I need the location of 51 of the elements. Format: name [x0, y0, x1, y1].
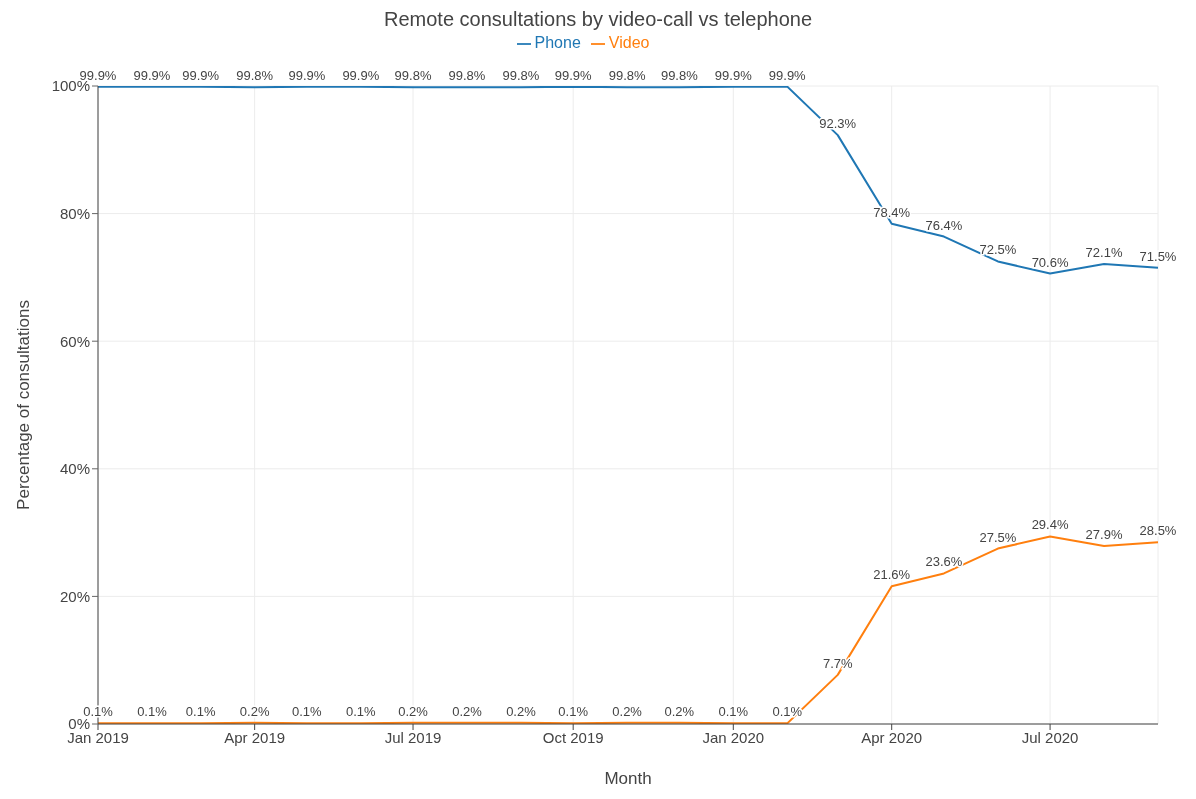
- data-label: 72.1%: [1085, 245, 1123, 260]
- data-label: 27.9%: [1085, 527, 1123, 542]
- data-label: 0.1%: [718, 704, 749, 720]
- data-label: 99.8%: [394, 68, 432, 84]
- data-label: 71.5%: [1139, 248, 1177, 264]
- y-axis-title: Percentage of consultations: [14, 300, 34, 510]
- data-label: 0.2%: [612, 703, 643, 719]
- data-label: 99.9%: [288, 67, 326, 83]
- data-label: 99.9%: [554, 67, 593, 83]
- x-tick-label: Jul 2020: [1021, 728, 1079, 746]
- data-label: 99.8%: [608, 68, 646, 84]
- data-label: 27.5%: [979, 529, 1017, 545]
- data-label: 21.6%: [873, 567, 911, 583]
- data-label: 99.9%: [133, 67, 171, 83]
- data-label: 99.8%: [236, 68, 274, 84]
- data-label: 23.6%: [925, 554, 963, 570]
- data-label: 99.9%: [714, 67, 753, 83]
- data-label: 29.4%: [1031, 517, 1069, 533]
- data-label: 0.1%: [137, 704, 168, 720]
- data-label: 0.2%: [239, 703, 270, 719]
- data-label: 99.9%: [342, 67, 380, 83]
- y-tick-label: 60%: [59, 332, 90, 350]
- data-label: 70.6%: [1031, 254, 1069, 270]
- data-label: 0.2%: [398, 703, 429, 719]
- y-tick-label: 20%: [59, 587, 90, 605]
- data-label: 99.9%: [182, 67, 220, 83]
- x-axis-title: Month: [604, 769, 652, 788]
- legend-label: Video: [608, 34, 650, 51]
- y-tick-label: 40%: [59, 460, 90, 478]
- data-label: 0.1%: [292, 704, 323, 720]
- legend-label: Phone: [534, 34, 581, 51]
- data-label: 99.9%: [768, 67, 807, 83]
- data-label: 0.2%: [452, 703, 483, 719]
- data-label: 0.1%: [185, 704, 216, 720]
- x-tick-label: Apr 2019: [224, 728, 286, 746]
- chart-title: Remote consultations by video-call vs telephone: [383, 8, 813, 32]
- data-label: 99.8%: [502, 68, 540, 84]
- y-tick-label: 80%: [59, 204, 90, 222]
- x-tick-label: Oct 2019: [542, 728, 604, 746]
- x-tick-label: Jul 2019: [384, 728, 442, 746]
- data-label: 72.5%: [979, 242, 1017, 258]
- x-tick-label: Apr 2020: [861, 728, 923, 746]
- data-label: 28.5%: [1139, 523, 1177, 539]
- x-tick-label: Jan 2020: [702, 728, 765, 746]
- data-label: 0.2%: [506, 703, 537, 719]
- data-label: 0.2%: [664, 703, 695, 719]
- data-label: 76.4%: [925, 217, 963, 233]
- data-label: 99.8%: [448, 68, 486, 84]
- data-label: 0.1%: [558, 704, 589, 720]
- data-label: 99.8%: [660, 68, 699, 84]
- data-label: 0.1%: [346, 704, 377, 720]
